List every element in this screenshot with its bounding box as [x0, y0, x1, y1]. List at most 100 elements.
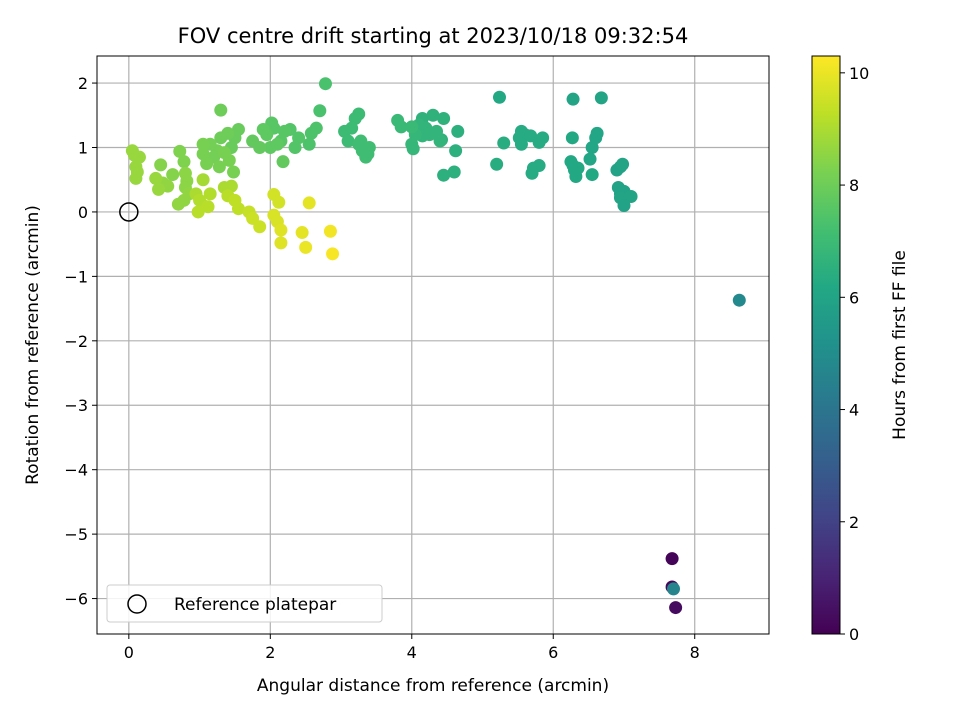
colorbar-tick-label: 8 — [849, 176, 859, 195]
data-point — [323, 224, 337, 238]
colorbar-tick-label: 10 — [849, 64, 869, 83]
data-point — [732, 293, 746, 307]
data-point — [313, 104, 327, 118]
colorbar-label: Hours from first FF file — [890, 250, 910, 440]
data-point — [406, 142, 420, 156]
data-point — [288, 141, 302, 155]
y-axis-ticks: −6 −5 −4 −3 −2 −1 0 1 2 — [64, 74, 97, 609]
x-tick-label: 2 — [265, 643, 275, 662]
data-point — [212, 160, 226, 174]
y-tick-label: −6 — [64, 590, 88, 609]
colorbar-tick-label: 2 — [849, 513, 859, 532]
data-point — [231, 202, 245, 216]
x-tick-label: 0 — [124, 643, 134, 662]
data-point — [565, 131, 579, 145]
colorbar-gradient — [811, 55, 841, 635]
data-point — [274, 236, 288, 250]
colorbar-tick-label: 0 — [849, 625, 859, 644]
data-point — [571, 161, 585, 175]
data-point — [154, 158, 168, 172]
data-point — [391, 113, 405, 127]
colorbar: 0 2 4 6 8 10 Hours from first FF file — [811, 55, 910, 644]
data-point — [299, 240, 313, 254]
y-tick-label: 2 — [78, 74, 88, 93]
data-point — [276, 155, 290, 169]
legend-marker-icon — [127, 594, 147, 614]
data-point — [270, 137, 284, 151]
data-point — [405, 120, 419, 134]
data-point — [616, 157, 630, 171]
y-tick-label: −4 — [64, 461, 88, 480]
data-point — [525, 166, 539, 180]
y-tick-label: −5 — [64, 525, 88, 544]
x-tick-label: 8 — [690, 643, 700, 662]
data-point — [203, 187, 217, 201]
data-point — [166, 168, 180, 182]
data-point — [214, 103, 228, 117]
reference-point-marker — [119, 202, 139, 222]
data-point — [665, 552, 679, 566]
data-point — [514, 137, 528, 151]
data-point — [426, 108, 440, 122]
data-point — [217, 146, 231, 160]
y-tick-label: −3 — [64, 396, 88, 415]
data-point — [433, 134, 447, 148]
data-point — [302, 137, 316, 151]
data-point — [152, 182, 166, 196]
data-point — [129, 171, 143, 185]
y-axis-label: Rotation from reference (arcmin) — [23, 205, 43, 485]
colorbar-tick-label: 6 — [849, 288, 859, 307]
data-point — [274, 223, 288, 237]
data-point — [492, 90, 506, 104]
data-point — [173, 144, 187, 158]
data-point — [227, 165, 241, 179]
data-point — [326, 247, 340, 261]
data-point — [437, 168, 451, 182]
data-point — [272, 195, 286, 209]
data-point — [191, 205, 205, 219]
chart-title: FOV centre drift starting at 2023/10/18 … — [178, 24, 689, 48]
data-point — [490, 157, 504, 171]
data-point — [256, 122, 270, 136]
x-axis-label: Angular distance from reference (arcmin) — [257, 676, 609, 696]
data-point — [214, 131, 228, 145]
x-tick-label: 6 — [548, 643, 558, 662]
data-point — [566, 92, 580, 106]
legend-label: Reference platepar — [174, 595, 336, 615]
y-tick-label: −1 — [64, 267, 88, 286]
data-point — [585, 168, 599, 182]
data-point — [149, 171, 163, 185]
colorbar-tick-label: 4 — [849, 401, 859, 420]
data-point — [196, 173, 210, 187]
data-point — [437, 112, 451, 126]
colorbar-ticks: 0 2 4 6 8 10 — [840, 64, 869, 644]
data-point — [669, 601, 683, 615]
data-points — [125, 77, 746, 615]
x-axis-ticks: 0 2 4 6 8 — [124, 634, 700, 662]
data-point — [318, 77, 332, 91]
data-point — [354, 134, 368, 148]
data-point — [583, 152, 597, 166]
data-point — [177, 155, 191, 169]
y-tick-label: 0 — [78, 203, 88, 222]
data-point — [536, 131, 550, 145]
data-point — [624, 189, 638, 203]
x-tick-label: 4 — [407, 643, 417, 662]
data-point — [171, 197, 185, 211]
data-point — [201, 200, 215, 214]
data-point — [497, 136, 511, 150]
data-point — [667, 582, 681, 596]
data-point — [447, 165, 461, 179]
legend-box — [106, 584, 383, 623]
data-point — [451, 124, 465, 138]
data-point — [341, 134, 355, 148]
data-point — [304, 126, 318, 140]
data-point — [246, 211, 260, 225]
data-point — [196, 137, 210, 151]
plot-frame — [96, 55, 770, 635]
data-point — [200, 157, 214, 171]
data-point — [617, 198, 631, 212]
legend: Reference platepar — [106, 584, 383, 623]
data-point — [594, 91, 608, 105]
